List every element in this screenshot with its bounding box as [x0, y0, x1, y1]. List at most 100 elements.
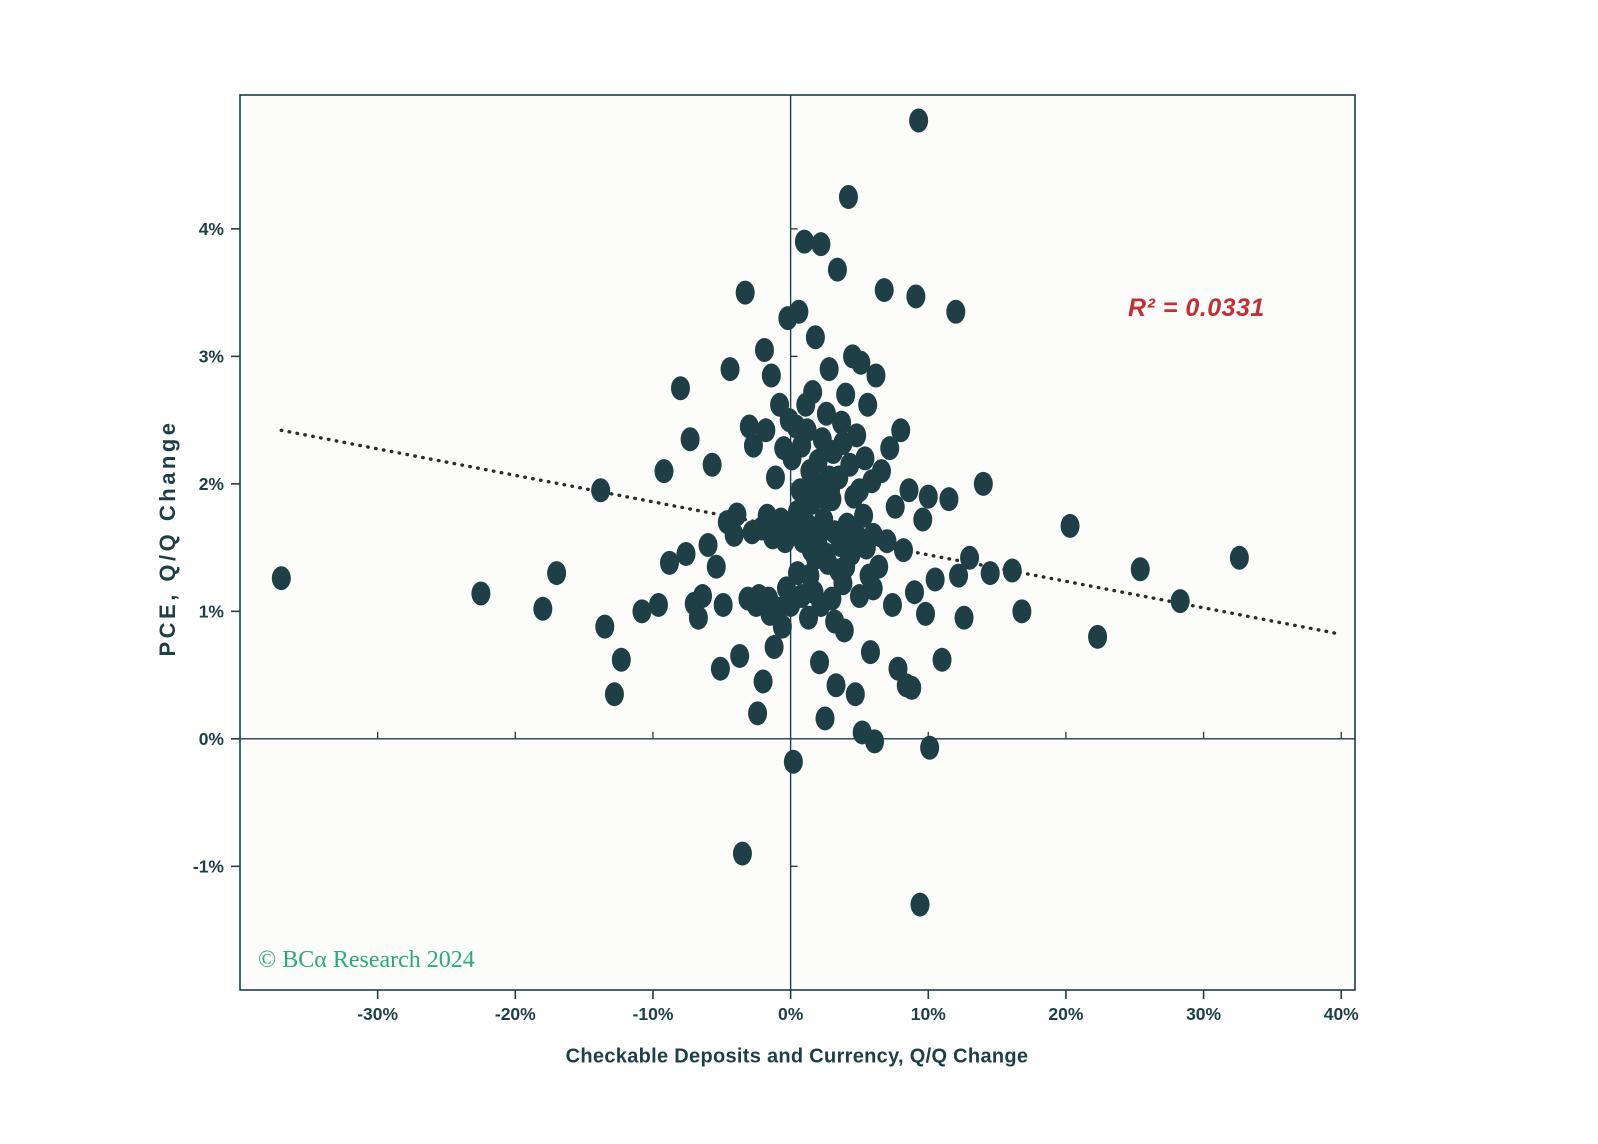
- data-point: [871, 459, 891, 484]
- data-point: [954, 605, 974, 630]
- data-point: [913, 507, 933, 532]
- data-point: [939, 487, 959, 512]
- data-point: [946, 299, 966, 324]
- data-point: [720, 357, 740, 382]
- data-point: [698, 533, 718, 558]
- data-point: [1002, 558, 1022, 583]
- data-point: [739, 414, 759, 439]
- data-point: [271, 566, 291, 591]
- data-point: [1088, 624, 1108, 649]
- data-point: [816, 401, 836, 426]
- data-point: [925, 567, 945, 592]
- data-point: [604, 682, 624, 707]
- data-point: [595, 614, 615, 639]
- data-point: [800, 563, 820, 588]
- data-point: [1170, 589, 1190, 614]
- data-point: [735, 280, 755, 305]
- data-point: [743, 433, 763, 458]
- data-point: [865, 729, 885, 754]
- data-point: [845, 682, 865, 707]
- data-point: [1060, 513, 1080, 538]
- data-point: [648, 592, 668, 617]
- data-point: [788, 499, 807, 524]
- data-point: [533, 596, 553, 621]
- data-point: [910, 892, 930, 917]
- data-point: [1012, 599, 1032, 624]
- data-point: [811, 232, 831, 257]
- data-point: [815, 706, 835, 731]
- data-point: [860, 640, 880, 665]
- data-point: [827, 257, 847, 282]
- y-axis-title: PCE, Q/Q Change: [155, 419, 180, 657]
- data-point: [832, 410, 852, 435]
- data-point: [803, 380, 823, 405]
- data-point: [816, 487, 836, 512]
- data-point: [918, 484, 938, 509]
- data-point: [811, 592, 831, 617]
- data-point: [794, 229, 814, 254]
- data-point: [632, 599, 652, 624]
- data-point: [794, 520, 814, 545]
- data-point: [855, 446, 875, 471]
- data-point: [1229, 545, 1249, 570]
- data-point: [659, 550, 679, 575]
- data-point: [854, 503, 874, 528]
- data-point: [902, 675, 922, 700]
- data-point: [899, 478, 919, 503]
- data-point: [756, 418, 776, 443]
- data-point: [730, 643, 750, 668]
- data-point: [789, 299, 809, 324]
- x-axis-title: Checkable Deposits and Currency, Q/Q Cha…: [565, 1045, 1029, 1068]
- data-point: [748, 701, 768, 726]
- y-tick-label: -1%: [193, 856, 225, 876]
- data-point: [676, 541, 696, 566]
- data-point: [916, 601, 936, 626]
- x-tick-label: -30%: [357, 1004, 398, 1024]
- data-point: [783, 749, 803, 774]
- data-point: [754, 337, 774, 362]
- data-point: [547, 561, 567, 586]
- data-point: [713, 592, 733, 617]
- data-point: [877, 529, 897, 554]
- data-point: [611, 647, 631, 672]
- data-point: [885, 494, 905, 519]
- data-point: [688, 605, 708, 630]
- data-point: [949, 563, 969, 588]
- data-point: [851, 350, 871, 375]
- data-point: [932, 647, 952, 672]
- data-point: [753, 669, 773, 694]
- y-tick-label: 0%: [199, 729, 225, 749]
- data-point: [880, 436, 900, 461]
- data-point: [732, 841, 752, 866]
- x-tick-label: -10%: [633, 1004, 674, 1024]
- y-tick-label: 4%: [199, 219, 225, 239]
- data-point: [727, 502, 747, 527]
- data-point: [471, 581, 491, 606]
- data-point: [680, 427, 700, 452]
- data-point: [591, 478, 611, 503]
- data-point: [670, 376, 690, 401]
- data-point: [805, 325, 825, 350]
- data-point: [706, 554, 726, 579]
- data-point: [826, 673, 846, 698]
- data-point: [866, 363, 886, 388]
- data-point: [772, 614, 792, 639]
- data-point: [819, 465, 839, 490]
- data-point: [905, 580, 925, 605]
- x-tick-label: 30%: [1186, 1004, 1221, 1024]
- data-point: [891, 418, 911, 443]
- data-point: [836, 382, 856, 407]
- x-tick-label: 40%: [1324, 1004, 1359, 1024]
- x-tick-label: -20%: [495, 1004, 536, 1024]
- data-point: [710, 656, 730, 681]
- data-point: [764, 635, 784, 660]
- data-point: [960, 545, 980, 570]
- data-point: [906, 284, 926, 309]
- y-tick-label: 3%: [199, 346, 225, 366]
- data-point: [843, 520, 863, 545]
- data-point: [869, 554, 889, 579]
- data-point: [840, 452, 860, 477]
- data-point: [1130, 557, 1150, 582]
